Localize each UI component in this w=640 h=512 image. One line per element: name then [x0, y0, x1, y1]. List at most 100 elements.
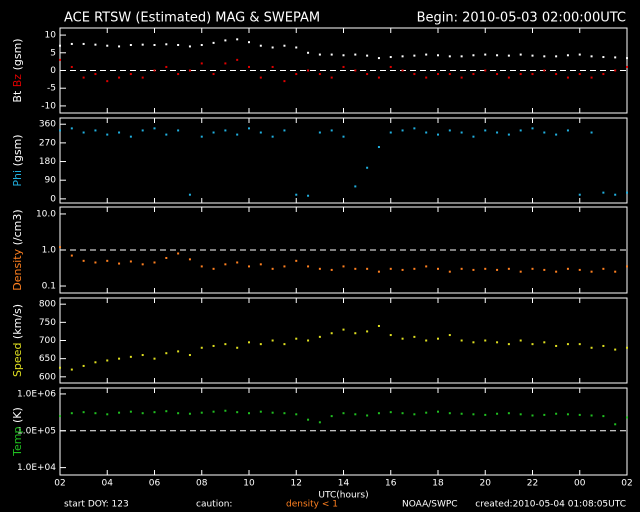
- data-point: [555, 55, 558, 58]
- data-point: [283, 44, 286, 47]
- data-point: [153, 44, 156, 46]
- data-point: [472, 54, 475, 57]
- data-point: [590, 76, 593, 79]
- y-tick-label: 0: [50, 66, 56, 76]
- data-point: [307, 51, 310, 54]
- y-axis-label: Speed (km/s): [11, 304, 24, 377]
- created: created:2010-05-04 01:08:05UTC: [475, 500, 626, 510]
- x-tick-label: 18: [432, 479, 444, 489]
- data-point: [448, 73, 451, 76]
- x-tick-label: 20: [480, 479, 492, 489]
- data-point: [531, 343, 534, 346]
- data-point: [425, 53, 428, 56]
- data-point: [59, 129, 61, 132]
- data-point: [389, 131, 392, 134]
- y-axis-units: (gsm): [11, 134, 24, 166]
- y-tick-label: 700: [39, 336, 56, 346]
- data-point: [200, 346, 203, 349]
- data-point: [70, 254, 73, 257]
- data-point: [602, 344, 605, 347]
- data-point: [389, 334, 392, 337]
- data-point: [578, 193, 581, 196]
- data-point: [259, 76, 262, 79]
- data-point: [507, 343, 510, 346]
- data-point: [437, 133, 439, 136]
- data-point: [318, 73, 321, 76]
- data-point: [590, 131, 593, 134]
- data-point: [271, 411, 274, 414]
- data-point: [106, 133, 109, 136]
- data-point: [248, 341, 250, 344]
- data-point: [307, 418, 310, 421]
- data-point: [543, 131, 546, 134]
- y-tick-label: 650: [39, 354, 56, 364]
- y-tick-label: 600: [39, 372, 56, 382]
- data-point: [555, 133, 558, 136]
- data-point: [519, 53, 522, 56]
- y-tick-label: 360: [39, 120, 56, 130]
- data-point: [401, 55, 404, 58]
- density-note: density < 1: [286, 500, 338, 510]
- panel-frame: [59, 387, 628, 476]
- y-axis-units: (gsm): [11, 38, 24, 70]
- y-axis-label: Bt Bz (gsm): [11, 38, 24, 102]
- data-point: [496, 268, 499, 271]
- data-point: [118, 131, 121, 134]
- x-tick-label: 06: [149, 479, 161, 489]
- legend-entry: Speed: [11, 343, 24, 377]
- data-point: [519, 270, 522, 273]
- data-point: [366, 414, 369, 417]
- data-point: [94, 261, 97, 264]
- y-axis-units: (K): [11, 407, 24, 423]
- data-point: [566, 343, 569, 346]
- data-point: [366, 330, 369, 333]
- data-point: [82, 42, 85, 45]
- data-point: [82, 259, 85, 262]
- x-tick-label: 02: [54, 479, 65, 489]
- data-point: [437, 410, 439, 413]
- data-point: [318, 421, 321, 424]
- data-point: [377, 412, 380, 415]
- legend-entry: Density: [11, 248, 24, 290]
- x-tick-label: 10: [243, 479, 255, 489]
- data-point: [460, 412, 463, 415]
- data-point: [106, 80, 109, 83]
- data-point: [578, 73, 581, 76]
- data-point: [626, 65, 628, 68]
- data-point: [94, 361, 97, 364]
- data-point: [472, 341, 475, 344]
- data-point: [507, 133, 510, 136]
- data-point: [330, 76, 333, 79]
- data-point: [507, 76, 510, 79]
- data-point: [283, 265, 286, 268]
- data-point: [543, 341, 546, 344]
- data-point: [118, 76, 121, 79]
- data-point: [259, 410, 262, 413]
- data-point: [212, 267, 215, 270]
- data-point: [555, 344, 558, 347]
- data-point: [496, 412, 499, 415]
- data-point: [437, 337, 439, 340]
- data-point: [543, 413, 546, 416]
- data-point: [271, 65, 274, 68]
- data-point: [614, 348, 617, 351]
- data-point: [188, 412, 191, 415]
- data-point: [118, 45, 121, 48]
- y-tick-label: 1.0E+04: [17, 463, 56, 473]
- data-point: [200, 62, 203, 65]
- y-tick-label: 1.0E+06: [17, 389, 56, 399]
- data-point: [153, 69, 156, 72]
- data-point: [224, 263, 227, 266]
- data-point: [614, 193, 617, 196]
- data-point: [590, 414, 593, 417]
- data-point: [224, 343, 227, 346]
- data-point: [295, 73, 298, 76]
- data-point: [566, 413, 569, 416]
- data-point: [484, 267, 487, 270]
- data-point: [448, 334, 451, 337]
- data-point: [425, 131, 428, 134]
- data-point: [153, 411, 156, 414]
- data-point: [165, 352, 168, 355]
- data-point: [224, 409, 227, 412]
- data-point: [200, 44, 203, 46]
